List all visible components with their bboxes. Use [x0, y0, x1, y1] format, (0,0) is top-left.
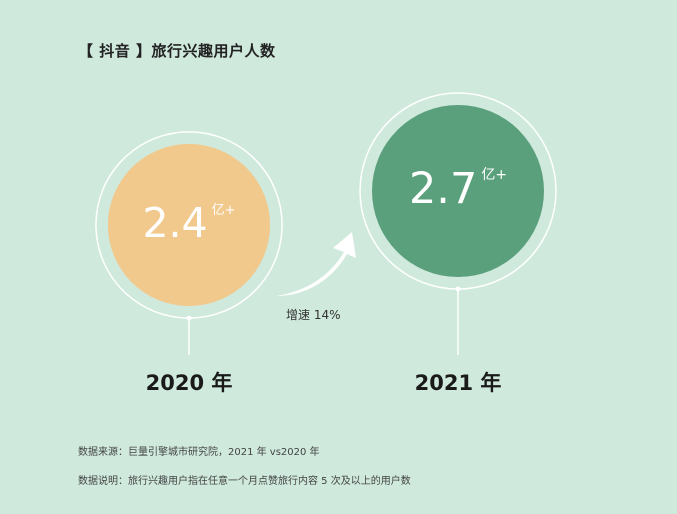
- chart-title: 【 抖音 】旅行兴趣用户人数: [78, 42, 276, 60]
- year-label: 2020 年: [145, 371, 233, 395]
- year-label: 2021 年: [414, 371, 502, 395]
- bubble-value-unit: 亿+: [211, 203, 236, 218]
- growth-annotation: 增速 14%: [286, 308, 341, 322]
- data-explanation-note: 数据说明：旅行兴趣用户指在任意一个月点赞旅行内容 5 次及以上的用户数: [78, 476, 411, 487]
- growth-arrow: [276, 232, 356, 296]
- bubble-mark: [372, 105, 544, 277]
- bubble-value-number: 2.4: [142, 199, 208, 247]
- connector-dot: [186, 315, 192, 321]
- bubble-mark: [107, 143, 271, 307]
- bubble-value-number: 2.7: [408, 164, 478, 214]
- connector-dot: [455, 286, 461, 292]
- bubble-value-unit: 亿+: [481, 167, 508, 183]
- data-source-note: 数据来源：巨量引擎城市研究院，2021 年 vs2020 年: [78, 447, 320, 458]
- bubble-value-label: 2.4 亿+: [142, 199, 235, 247]
- bubble-value-label: 2.7 亿+: [409, 164, 507, 214]
